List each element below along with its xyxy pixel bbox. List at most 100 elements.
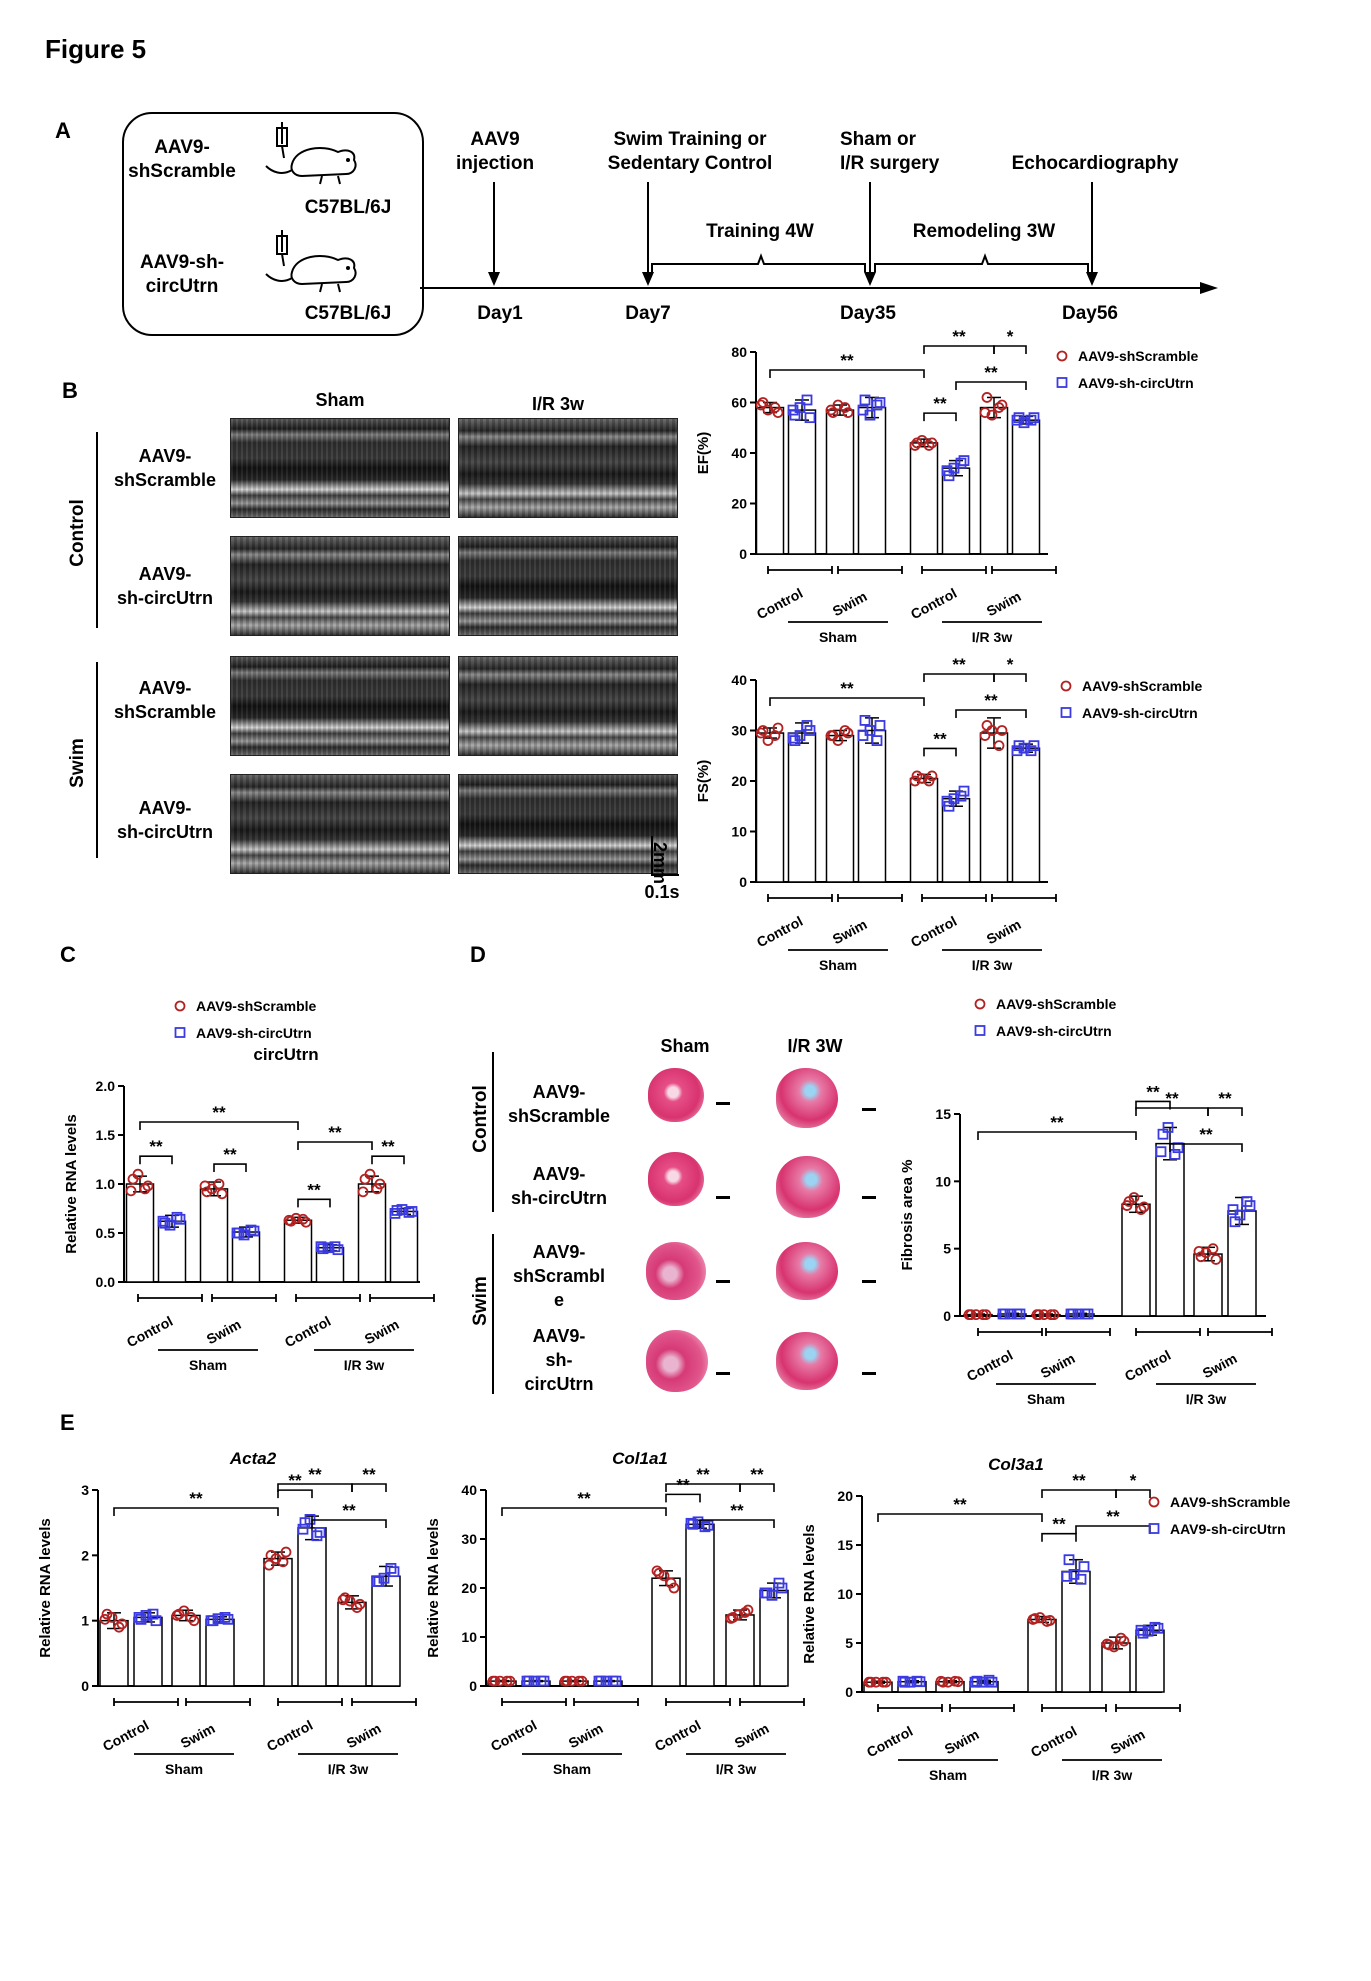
bar xyxy=(371,1575,401,1687)
legend-marker xyxy=(974,998,986,1010)
surgery-label: Sham xyxy=(189,1357,227,1373)
bar xyxy=(1227,1210,1257,1317)
significance-label: ** xyxy=(342,1501,356,1520)
data-point xyxy=(1025,414,1037,426)
group-bracket xyxy=(767,566,833,574)
group-bracket xyxy=(1041,1704,1107,1712)
legend-marker xyxy=(1060,707,1072,718)
bar xyxy=(787,409,817,555)
significance-label: ** xyxy=(189,1489,203,1508)
data-point xyxy=(794,730,806,741)
echo-image xyxy=(230,774,450,874)
data-point xyxy=(996,399,1008,411)
group-label: Swim xyxy=(942,1726,982,1757)
group-bracket xyxy=(739,1698,805,1706)
data-point xyxy=(755,399,767,411)
group-bracket xyxy=(991,566,1057,574)
data-point xyxy=(1038,1309,1050,1321)
y-tick-label: 0 xyxy=(943,1308,951,1324)
heart-section-image xyxy=(776,1156,840,1218)
group-bracket xyxy=(921,566,987,574)
data-point xyxy=(857,404,869,416)
data-point xyxy=(337,1594,349,1606)
group-label: Swim xyxy=(1108,1726,1148,1757)
chart-col3a1: 0 5 10 15 20 Relative RNA levels Col3a1 Control… xyxy=(801,1455,1291,1783)
data-point xyxy=(772,722,784,734)
significance-bracket xyxy=(923,673,995,682)
bar xyxy=(1135,1629,1165,1693)
group-label: Swim xyxy=(362,1316,402,1347)
y-tick-label: 40 xyxy=(731,445,747,461)
y-tick-label: 5 xyxy=(845,1635,853,1651)
data-point xyxy=(948,462,960,474)
bar xyxy=(133,1616,163,1687)
scale-bar xyxy=(716,1280,730,1283)
data-point xyxy=(825,404,837,416)
data-point xyxy=(935,1675,947,1687)
significance-label: ** xyxy=(577,1489,591,1508)
significance-label: ** xyxy=(840,351,854,370)
data-point xyxy=(877,1676,889,1688)
data-point xyxy=(528,1675,540,1687)
group-label: Control xyxy=(100,1717,151,1754)
scale-bar xyxy=(716,1196,730,1199)
y-tick-label: 10 xyxy=(731,824,747,840)
data-point xyxy=(1135,1204,1147,1216)
data-point xyxy=(125,1185,137,1197)
data-point xyxy=(593,1675,605,1687)
legend-marker xyxy=(1056,377,1068,388)
legend-marker xyxy=(1148,1523,1160,1534)
data-point xyxy=(1101,1638,1113,1650)
surgery-label: Sham xyxy=(819,957,857,973)
chart-col1a1: 0 10 20 30 40 Relative RNA levels Col1a1 Contro… xyxy=(425,1449,805,1777)
data-point xyxy=(147,1608,159,1620)
heart-section-image xyxy=(776,1332,838,1390)
data-point xyxy=(212,1613,224,1625)
data-point xyxy=(171,1610,183,1621)
step2-label: Swim Training or Sedentary Control xyxy=(607,129,773,174)
y-axis-label: Relative RNA levels xyxy=(37,1518,54,1658)
data-point xyxy=(354,1598,366,1610)
data-point xyxy=(389,1208,401,1219)
data-point xyxy=(140,1610,152,1621)
surgery-label: Sham xyxy=(1027,1391,1065,1407)
data-point xyxy=(538,1675,550,1687)
legend-label: AAV9-sh-circUtrn xyxy=(196,1025,312,1041)
y-tick-label: 0 xyxy=(845,1684,853,1700)
data-point xyxy=(1200,1247,1212,1259)
data-point xyxy=(364,1168,376,1180)
group-bracket xyxy=(277,1698,343,1706)
data-point xyxy=(794,402,806,413)
group-label: Swim xyxy=(984,916,1024,947)
data-point xyxy=(1063,1554,1075,1566)
bar xyxy=(825,734,855,883)
group-label: Swim xyxy=(566,1720,606,1751)
data-point xyxy=(685,1517,697,1529)
data-point xyxy=(1004,1308,1016,1320)
data-point xyxy=(958,455,970,466)
bar xyxy=(199,1188,229,1283)
timeline-axis xyxy=(420,182,1218,294)
significance-bracket xyxy=(769,369,925,378)
data-point xyxy=(344,1595,356,1607)
data-point xyxy=(222,1613,234,1625)
data-point xyxy=(757,397,769,408)
significance-label: ** xyxy=(307,1180,321,1199)
significance-label: ** xyxy=(362,1465,376,1484)
data-point xyxy=(1152,1622,1164,1634)
data-point xyxy=(976,1676,988,1688)
heart-section-image xyxy=(646,1242,706,1300)
group1-label: AAV9- shScramble xyxy=(128,137,236,182)
scale-bar-vertical xyxy=(651,836,653,876)
chart-circutrn: 0.0 0.5 1.0 1.5 2.0 Relative RNA levels circUt… xyxy=(63,998,435,1373)
y-tick-label: 0 xyxy=(81,1678,89,1694)
scale-bar xyxy=(716,1372,730,1375)
significance-bracket xyxy=(1207,1107,1243,1116)
data-point xyxy=(290,1212,302,1224)
data-point xyxy=(658,1570,670,1582)
data-point xyxy=(1018,742,1030,754)
significance-bracket xyxy=(977,1131,1137,1140)
surgery-label: I/R 3w xyxy=(972,957,1013,973)
data-point xyxy=(1065,1308,1077,1320)
